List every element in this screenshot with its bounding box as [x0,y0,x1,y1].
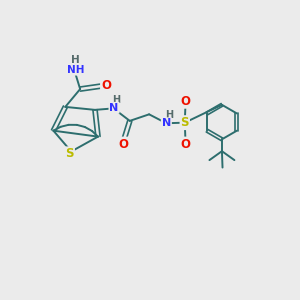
Text: O: O [101,79,111,92]
Text: O: O [180,138,190,151]
Text: N: N [162,118,171,128]
Text: O: O [180,95,190,108]
Text: H: H [71,55,80,65]
Text: H: H [112,95,121,105]
Text: N: N [110,103,119,113]
Text: S: S [65,147,74,161]
Text: NH: NH [67,65,84,75]
Text: O: O [119,138,129,151]
Text: H: H [165,110,173,120]
Text: S: S [181,116,189,129]
